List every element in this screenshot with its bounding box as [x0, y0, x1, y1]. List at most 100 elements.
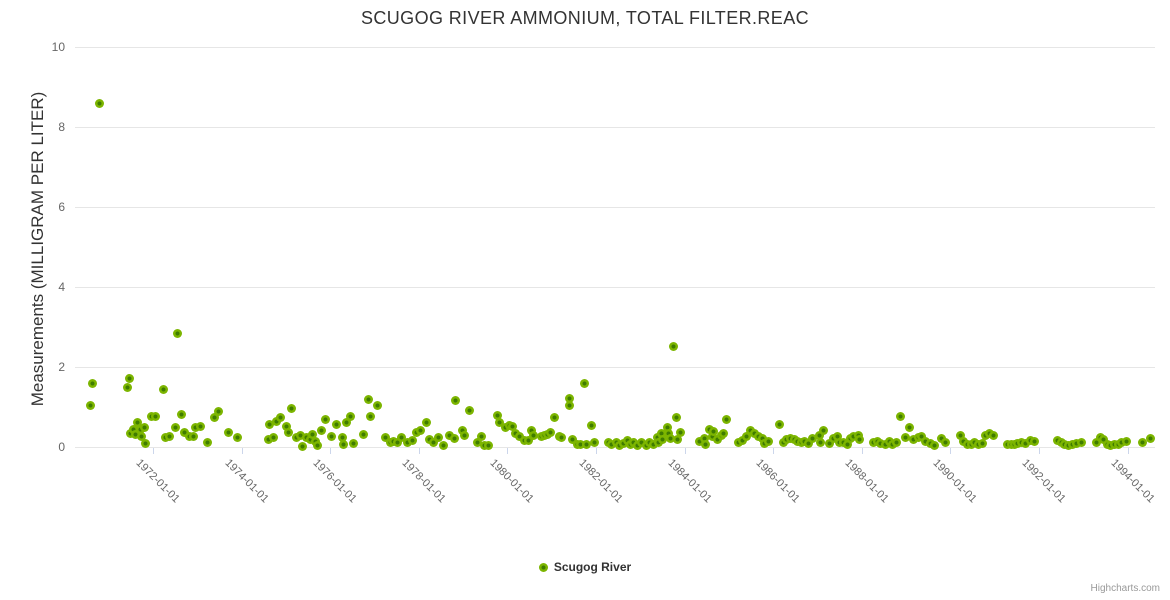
data-point[interactable] [345, 412, 355, 422]
data-point[interactable] [672, 434, 682, 444]
data-point[interactable] [465, 406, 475, 416]
data-point[interactable] [188, 431, 198, 441]
data-point[interactable] [407, 435, 417, 445]
data-point[interactable] [905, 423, 915, 433]
data-point[interactable] [524, 435, 534, 445]
data-point[interactable] [158, 385, 168, 395]
data-point[interactable] [332, 420, 342, 430]
data-point[interactable] [737, 435, 747, 445]
data-point[interactable] [658, 434, 668, 444]
data-point[interactable] [892, 437, 902, 447]
data-point[interactable] [172, 329, 182, 339]
data-point[interactable] [276, 413, 286, 423]
data-point[interactable] [176, 410, 186, 420]
data-point[interactable] [814, 430, 824, 440]
data-point[interactable] [880, 440, 890, 450]
data-point[interactable] [527, 425, 537, 435]
data-point[interactable] [818, 425, 828, 435]
data-point[interactable] [95, 98, 105, 108]
data-point[interactable] [940, 437, 950, 447]
data-point[interactable] [816, 437, 826, 447]
data-point[interactable] [140, 423, 150, 433]
data-point[interactable] [132, 417, 142, 427]
data-point[interactable] [223, 427, 233, 437]
legend[interactable]: Scugog River [0, 560, 1170, 574]
data-point[interactable] [295, 430, 305, 440]
data-point[interactable] [180, 427, 190, 437]
data-point[interactable] [337, 433, 347, 443]
data-point[interactable] [665, 434, 675, 444]
data-point[interactable] [308, 430, 318, 440]
data-point[interactable] [263, 434, 273, 444]
data-point[interactable] [265, 420, 275, 430]
data-point[interactable] [434, 433, 444, 443]
data-point[interactable] [1076, 437, 1086, 447]
data-point[interactable] [213, 406, 223, 416]
data-point[interactable] [1146, 434, 1156, 444]
data-point[interactable] [669, 341, 679, 351]
data-point[interactable] [85, 400, 95, 410]
data-point[interactable] [392, 437, 402, 447]
data-point[interactable] [365, 411, 375, 421]
data-point[interactable] [320, 414, 330, 424]
data-point[interactable] [824, 438, 834, 448]
data-point[interactable] [373, 400, 383, 410]
data-point[interactable] [909, 434, 919, 444]
data-point[interactable] [271, 416, 281, 426]
data-point[interactable] [131, 430, 141, 440]
data-point[interactable] [338, 440, 348, 450]
data-point[interactable] [1021, 438, 1031, 448]
data-point[interactable] [342, 418, 352, 428]
data-point[interactable] [662, 423, 672, 433]
data-point[interactable] [495, 417, 505, 427]
data-point[interactable] [1138, 437, 1148, 447]
data-point[interactable] [721, 414, 731, 424]
data-point[interactable] [676, 428, 686, 438]
data-point[interactable] [929, 440, 939, 450]
data-point[interactable] [775, 420, 785, 430]
data-point[interactable] [136, 431, 146, 441]
data-point[interactable] [122, 382, 132, 392]
data-point[interactable] [664, 428, 674, 438]
data-point[interactable] [381, 433, 391, 443]
data-point[interactable] [477, 431, 487, 441]
data-point[interactable] [896, 411, 906, 421]
data-point[interactable] [416, 425, 426, 435]
data-point[interactable] [989, 430, 999, 440]
data-point[interactable] [451, 395, 461, 405]
data-point[interactable] [589, 437, 599, 447]
highcharts-credits-link[interactable]: Highcharts.com [1090, 583, 1160, 594]
data-point[interactable] [438, 440, 448, 450]
data-point[interactable] [707, 432, 717, 442]
data-point[interactable] [484, 440, 494, 450]
data-point[interactable] [712, 434, 722, 444]
data-point[interactable] [576, 440, 586, 450]
data-point[interactable] [855, 434, 865, 444]
data-point[interactable] [287, 404, 297, 414]
data-point[interactable] [742, 431, 752, 441]
data-point[interactable] [1029, 436, 1039, 446]
data-point[interactable] [832, 432, 842, 442]
data-point[interactable] [758, 434, 768, 444]
data-point[interactable] [364, 394, 374, 404]
data-point[interactable] [317, 425, 327, 435]
data-point[interactable] [549, 413, 559, 423]
data-point[interactable] [1121, 436, 1131, 446]
data-point[interactable] [515, 432, 525, 442]
data-point[interactable] [460, 430, 470, 440]
data-point[interactable] [579, 378, 589, 388]
data-point[interactable] [327, 431, 337, 441]
data-point[interactable] [557, 433, 567, 443]
data-point[interactable] [709, 426, 719, 436]
data-point[interactable] [190, 423, 200, 433]
data-point[interactable] [695, 436, 705, 446]
data-point[interactable] [128, 424, 138, 434]
data-point[interactable] [492, 410, 502, 420]
data-point[interactable] [900, 433, 910, 443]
data-point[interactable] [282, 422, 292, 432]
data-point[interactable] [528, 430, 538, 440]
data-point[interactable] [298, 441, 308, 451]
data-point[interactable] [429, 437, 439, 447]
data-point[interactable] [636, 437, 646, 447]
data-point[interactable] [202, 438, 212, 448]
